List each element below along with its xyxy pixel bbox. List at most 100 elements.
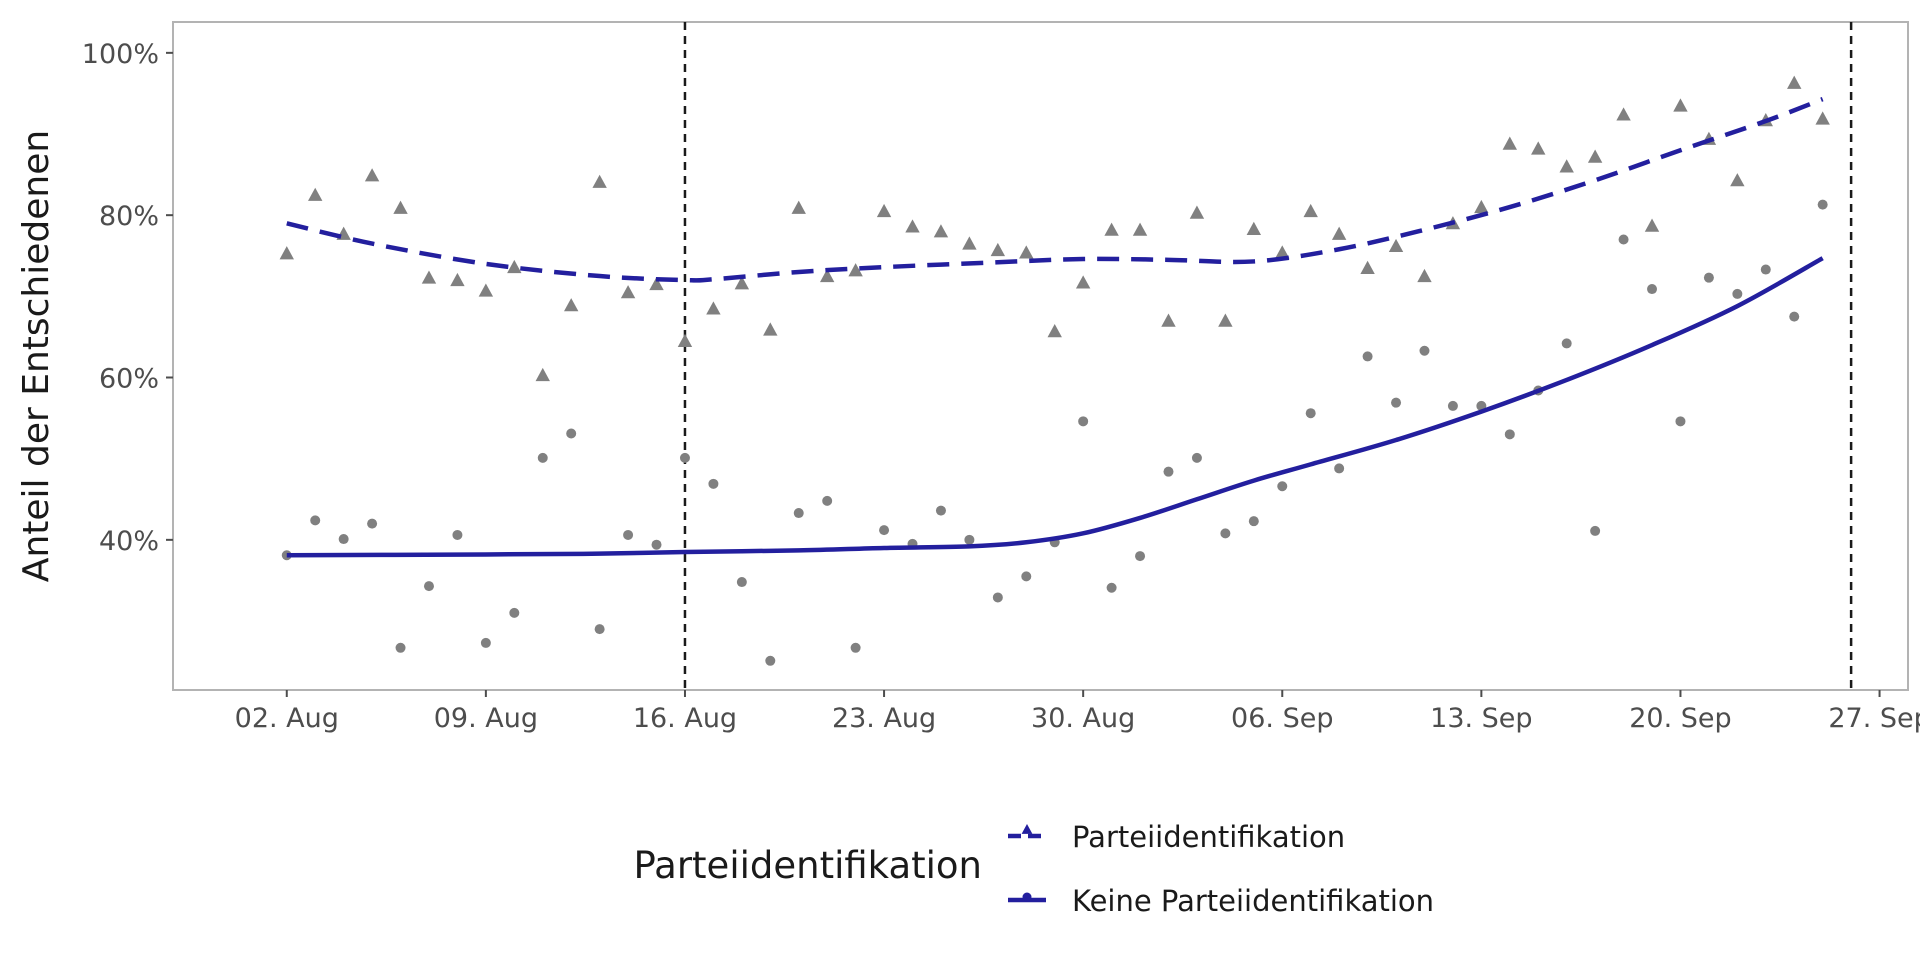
data-point-triangle [962, 236, 977, 250]
data-point-circle [1675, 416, 1686, 427]
data-point-circle [1561, 338, 1572, 349]
data-point-circle [452, 529, 463, 540]
data-point-circle [1789, 311, 1800, 322]
data-point-circle [395, 642, 406, 653]
data-point-circle [679, 452, 690, 463]
data-point-circle [992, 592, 1003, 603]
points-triangle [279, 75, 1830, 382]
x-tick-label: 13. Sep [1430, 703, 1532, 734]
data-point-triangle [763, 322, 778, 336]
x-tick-label: 16. Aug [633, 703, 737, 734]
data-point-circle [651, 539, 662, 550]
y-tick-label: 80% [99, 201, 159, 232]
data-point-circle [1590, 525, 1601, 536]
y-tick-label: 40% [99, 526, 159, 557]
x-tick-label: 02. Aug [235, 703, 339, 734]
data-point-triangle [876, 203, 892, 218]
data-point-circle [765, 655, 776, 666]
data-point-circle [1447, 400, 1458, 411]
data-point-triangle [848, 263, 863, 277]
data-point-circle [423, 581, 434, 592]
data-point-triangle [563, 298, 579, 312]
data-point-triangle [393, 200, 408, 214]
plot-frame [172, 21, 1909, 691]
data-point-circle [1220, 528, 1231, 539]
data-point-triangle [535, 367, 550, 382]
data-point-circle [1362, 351, 1373, 362]
data-point-circle [338, 534, 349, 545]
x-tick-label: 20. Sep [1629, 703, 1731, 734]
data-point-triangle [706, 301, 721, 315]
data-point-circle [566, 428, 577, 439]
data-point-circle [1334, 463, 1345, 474]
data-point-triangle [1616, 107, 1631, 121]
data-point-circle [1078, 416, 1089, 427]
data-point-circle [594, 624, 605, 635]
data-point-triangle [592, 174, 607, 188]
data-point-circle [708, 478, 719, 489]
x-tick-label: 27. Sep [1828, 703, 1920, 734]
x-tick-label: 23. Aug [832, 703, 936, 734]
data-point-triangle [1161, 313, 1176, 327]
data-point-triangle [1218, 313, 1233, 327]
data-point-triangle [1531, 141, 1546, 155]
smooth-line-dashed [286, 97, 1824, 283]
data-point-triangle [279, 246, 294, 260]
x-axis: 02. Aug 09. Aug 16. Aug 23. Aug 30. Aug 06. S… [235, 690, 1920, 734]
data-point-circle [367, 518, 378, 529]
data-point-triangle [905, 219, 920, 233]
data-point-triangle [734, 276, 750, 290]
data-point-circle [1277, 481, 1288, 492]
data-point-triangle [1673, 98, 1688, 112]
y-axis-title: Anteil der Entschiedenen [16, 130, 57, 582]
data-point-triangle [933, 224, 949, 238]
data-point-circle [1305, 408, 1316, 419]
data-point-circle [1163, 466, 1174, 477]
data-point-triangle [791, 200, 806, 214]
data-point-circle [1191, 452, 1202, 463]
legend-label: Parteiidentifikation [1072, 820, 1345, 854]
data-point-triangle [478, 283, 494, 297]
x-tick-label: 30. Aug [1031, 703, 1135, 734]
data-point-circle [1021, 571, 1032, 582]
data-point-triangle [1388, 238, 1404, 253]
data-point-triangle [1417, 268, 1432, 283]
data-point-circle [822, 495, 833, 506]
data-point-circle [1618, 234, 1629, 245]
data-point-circle [537, 452, 548, 463]
data-point-triangle [421, 270, 437, 284]
data-point-circle [480, 637, 491, 648]
data-point-triangle [1559, 159, 1574, 173]
data-point-triangle [1047, 324, 1062, 338]
data-point-circle [964, 534, 975, 545]
data-point-triangle [1730, 173, 1745, 187]
data-point-triangle [1644, 218, 1660, 232]
data-point-triangle [1587, 149, 1603, 163]
data-point-circle [935, 505, 946, 516]
data-point-triangle [1502, 136, 1518, 150]
legend-label: Keine Parteiidentifikation [1072, 884, 1434, 918]
data-point-triangle [364, 168, 380, 182]
data-point-circle [623, 529, 634, 540]
data-point-circle [1419, 345, 1430, 356]
data-point-triangle [1360, 260, 1375, 274]
y-axis: 40% 60% 80% 100% [82, 39, 173, 557]
data-point-circle [1135, 551, 1146, 562]
data-point-triangle [1787, 75, 1802, 89]
data-point-circle [736, 577, 747, 588]
data-point-triangle [450, 272, 465, 287]
y-tick-label: 100% [82, 39, 159, 70]
data-point-circle [310, 515, 321, 526]
data-point-triangle [1019, 245, 1034, 259]
legend-key-circle [1008, 892, 1046, 903]
smooth-lines [286, 97, 1824, 558]
data-points [279, 75, 1830, 666]
legend-key-triangle [1008, 824, 1046, 839]
data-point-circle [879, 525, 890, 536]
data-point-triangle [1331, 226, 1347, 240]
data-point-triangle [308, 187, 323, 201]
data-point-circle [1504, 429, 1515, 440]
legend-marker-triangle [1021, 824, 1033, 834]
data-point-circle [1106, 582, 1117, 593]
